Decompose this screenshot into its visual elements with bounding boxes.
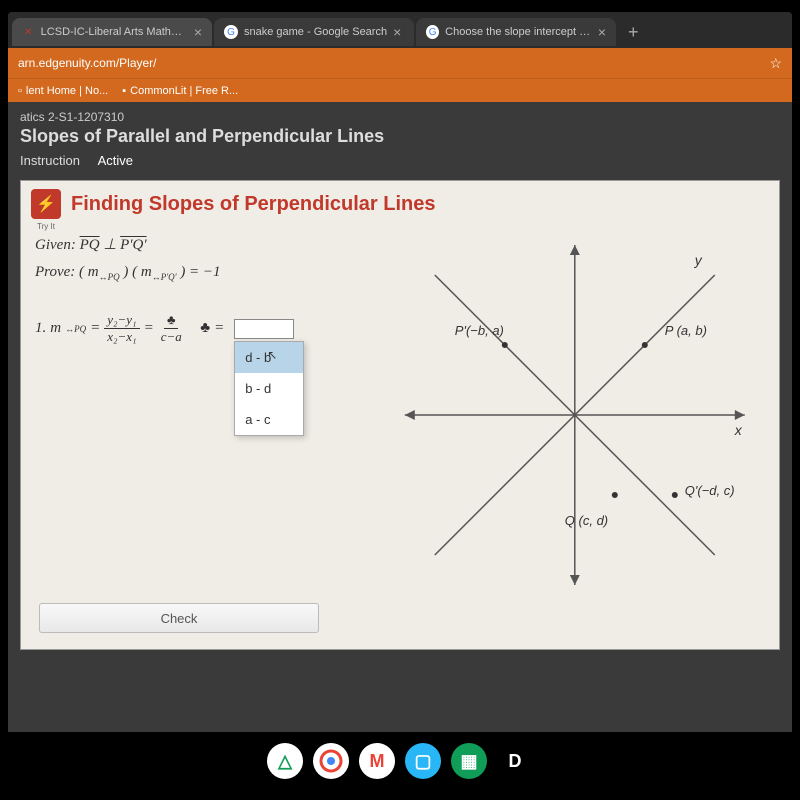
dock-chrome-icon[interactable] xyxy=(313,743,349,779)
point-p-prime: P'(−b, a) xyxy=(455,323,504,338)
browser-tab[interactable]: G Choose the slope intercept form × xyxy=(416,18,616,46)
url-text: arn.edgenuity.com/Player/ xyxy=(18,56,157,70)
dropdown-option[interactable]: a - c xyxy=(235,404,303,435)
try-it-icon[interactable]: ⚡ Try It xyxy=(31,189,61,219)
site-icon: ✕ xyxy=(22,25,35,39)
bookmark-label: CommonLit | Free R... xyxy=(130,85,238,97)
dock-sheets-icon[interactable]: ▦ xyxy=(451,743,487,779)
x-axis-label: x xyxy=(734,422,743,438)
tab-label: LCSD-IC-Liberal Arts Mathematic xyxy=(41,26,188,38)
point-q-prime: Q'(−d, c) xyxy=(685,483,735,498)
close-icon[interactable]: × xyxy=(393,24,401,40)
point-q: Q (c, d) xyxy=(565,513,608,528)
browser-tab[interactable]: G snake game - Google Search × xyxy=(214,18,414,46)
browser-tab-bar: ✕ LCSD-IC-Liberal Arts Mathematic × G sn… xyxy=(8,12,792,48)
close-icon[interactable]: × xyxy=(598,24,606,40)
tab-active[interactable]: Active xyxy=(98,153,133,168)
answer-dropdown[interactable] xyxy=(234,319,294,339)
dock-gmail-icon[interactable]: M xyxy=(359,743,395,779)
panel-title: Finding Slopes of Perpendicular Lines xyxy=(71,193,436,216)
site-icon: G xyxy=(426,25,439,39)
tab-label: snake game - Google Search xyxy=(244,26,387,38)
dropdown-option[interactable]: b - d xyxy=(235,373,303,404)
check-button[interactable]: Check xyxy=(39,603,319,633)
coordinate-graph: y x P'(−b, a) P (a, b) Q'(−d, c) Q (c, d… xyxy=(385,235,765,595)
new-tab-button[interactable]: + xyxy=(618,22,649,43)
try-it-label: Try It xyxy=(26,222,66,231)
close-icon[interactable]: × xyxy=(194,24,202,40)
bookmark-icon: ▫ xyxy=(18,85,22,97)
dock-meet-icon[interactable]: ▢ xyxy=(405,743,441,779)
bookmark-item[interactable]: ▪ CommonLit | Free R... xyxy=(122,85,238,97)
dock-app-d-icon[interactable]: D xyxy=(497,743,533,779)
page-content: atics 2-S1-1207310 Slopes of Parallel an… xyxy=(8,102,792,732)
dropdown-option[interactable]: d - b ↖ xyxy=(235,342,303,373)
lesson-title: Slopes of Parallel and Perpendicular Lin… xyxy=(20,126,780,147)
bookmark-bar: ▫ lent Home | No... ▪ CommonLit | Free R… xyxy=(8,78,792,102)
bookmark-star-icon[interactable]: ☆ xyxy=(769,55,782,72)
given-statement: Given: PQ ⊥ P'Q' xyxy=(35,235,385,254)
y-axis-label: y xyxy=(694,252,703,268)
browser-tab[interactable]: ✕ LCSD-IC-Liberal Arts Mathematic × xyxy=(12,18,212,46)
cursor-icon: ↖ xyxy=(267,348,277,362)
tab-instruction[interactable]: Instruction xyxy=(20,153,80,168)
bookmark-item[interactable]: ▫ lent Home | No... xyxy=(18,85,108,97)
os-dock: △ M ▢ ▦ D xyxy=(0,736,800,786)
step-1: 1. m↔PQ = y₂−y₁ x₂−x₁ = ♣ c−a ♣ xyxy=(35,312,385,345)
bookmark-icon: ▪ xyxy=(122,85,126,97)
url-bar[interactable]: arn.edgenuity.com/Player/ ☆ xyxy=(8,48,792,78)
point-p: P (a, b) xyxy=(665,323,707,338)
course-id: atics 2-S1-1207310 xyxy=(20,110,780,124)
tab-label: Choose the slope intercept form xyxy=(445,26,592,38)
bookmark-label: lent Home | No... xyxy=(26,85,108,97)
site-icon: G xyxy=(224,25,238,39)
dock-drive-icon[interactable]: △ xyxy=(267,743,303,779)
prove-statement: Prove: ( m↔PQ ) ( m↔P'Q' ) = −1 xyxy=(35,264,385,282)
lesson-panel: ⚡ Try It Finding Slopes of Perpendicular… xyxy=(20,180,780,650)
dropdown-menu: d - b ↖ b - d a - c xyxy=(234,341,304,436)
